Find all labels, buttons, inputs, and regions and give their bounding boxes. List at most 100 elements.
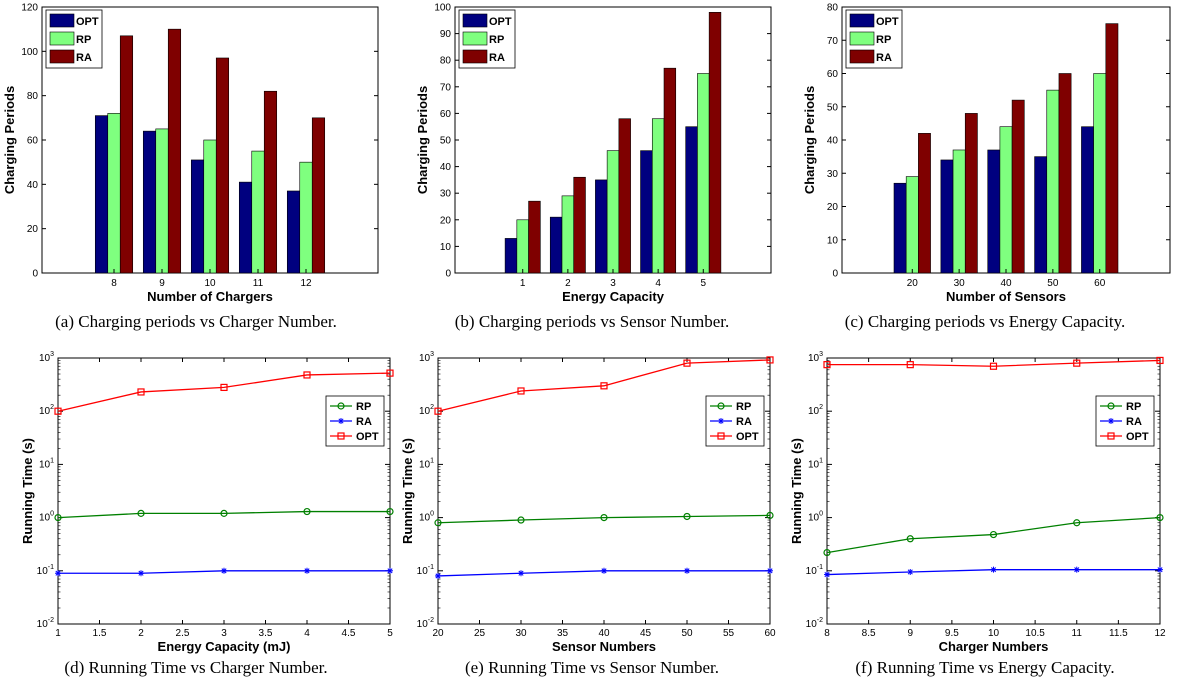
chart-b-legend-label-opt: OPT bbox=[489, 16, 512, 28]
chart-e-ytick-label: 10-1 bbox=[417, 564, 434, 577]
chart-c-xlabel: Number of Sensors bbox=[946, 289, 1066, 304]
chart-b-legend-label-ra: RA bbox=[489, 52, 505, 64]
chart-c-ytick-label: 60 bbox=[827, 69, 839, 80]
chart-c-ytick-label: 80 bbox=[827, 3, 839, 14]
chart-c-xtick-label: 60 bbox=[1094, 278, 1106, 289]
chart-c-bar-opt bbox=[893, 182, 907, 274]
chart-b-ytick-label: 60 bbox=[440, 109, 452, 120]
chart-f-ytick-label: 103 bbox=[808, 351, 823, 364]
chart-a-xtick-label: 11 bbox=[253, 278, 264, 289]
chart-f-legend-marker-ra-arm bbox=[1108, 418, 1114, 424]
chart-c-legend-label-rp: RP bbox=[876, 34, 891, 46]
chart-e-xtick-label: 25 bbox=[474, 628, 486, 639]
chart-d-point-rp bbox=[220, 509, 228, 517]
chart-b-bar-opt bbox=[595, 179, 608, 274]
chart-e-series-ra bbox=[435, 567, 773, 579]
chart-f-xlabel: Charger Numbers bbox=[939, 639, 1049, 654]
chart-d-series-opt bbox=[54, 369, 394, 415]
chart-a-legend-label-ra: RA bbox=[76, 52, 92, 64]
chart-f-point-ra-arm bbox=[907, 569, 913, 575]
chart-e-line-rp bbox=[437, 514, 771, 524]
chart-e-point-ra bbox=[684, 567, 690, 574]
chart-b-xtick-label: 2 bbox=[565, 278, 571, 289]
chart-a-bar-ra bbox=[215, 57, 230, 274]
chart-b-bar-ra bbox=[528, 200, 541, 274]
chart-d-ytick-label: 103 bbox=[39, 351, 54, 364]
chart-e-legend-marker-rp bbox=[717, 402, 725, 410]
chart-c-bar-opt bbox=[940, 159, 954, 274]
chart-d-xtick-label: 4 bbox=[304, 628, 310, 639]
chart-b-legend-swatch-rp bbox=[462, 31, 488, 46]
chart-b-bar-opt bbox=[549, 216, 563, 274]
chart-a-ytick-label: 100 bbox=[21, 47, 38, 58]
chart-f-point-opt bbox=[989, 362, 998, 370]
chart-f-legend-label-rp: RP bbox=[1126, 401, 1141, 413]
chart-e-point-rp bbox=[517, 516, 525, 524]
chart-b-bar-rp bbox=[697, 73, 710, 274]
chart-d-point-rp bbox=[54, 514, 62, 522]
chart-d-xtick-label: 1.5 bbox=[93, 628, 107, 639]
chart-f-xtick-label: 9 bbox=[907, 628, 913, 639]
chart-e-caption: (e) Running Time vs Sensor Number. bbox=[464, 658, 720, 677]
chart-e-point-ra-arm bbox=[601, 568, 607, 574]
chart-e-point-opt bbox=[434, 407, 442, 415]
chart-e-xtick-label: 55 bbox=[723, 628, 735, 639]
chart-panel-a: 0 20 40 60 80 100 120 8 9 10 11 12 Number of Charger… bbox=[0, 0, 392, 342]
chart-f-legend-marker-rp bbox=[1107, 402, 1115, 410]
chart-f-point-ra bbox=[907, 568, 914, 575]
chart-c-bar-opt bbox=[987, 149, 1001, 274]
chart-a-bar-opt bbox=[238, 181, 253, 274]
chart-d-xtick-label: 2 bbox=[138, 628, 144, 639]
chart-f-xtick-label: 9.5 bbox=[945, 628, 959, 639]
chart-b-ytick-label: 100 bbox=[434, 3, 451, 14]
chart-d-point-ra-arm bbox=[304, 568, 310, 574]
chart-e-legend-marker-opt bbox=[717, 432, 725, 440]
chart-a-ytick-label: 80 bbox=[27, 91, 39, 102]
chart-c-ytick-label: 30 bbox=[827, 169, 839, 180]
chart-c-legend-swatch-rp bbox=[849, 31, 875, 46]
chart-f-ylabel: Running Time (s) bbox=[789, 438, 804, 544]
chart-a-bar-rp bbox=[155, 128, 169, 274]
chart-d-series-rp bbox=[54, 507, 394, 522]
chart-d-ytick-label: 101 bbox=[39, 457, 54, 470]
chart-b-ytick-label: 20 bbox=[440, 215, 452, 226]
chart-c-bar-ra bbox=[1011, 99, 1025, 274]
chart-e-point-ra bbox=[767, 567, 773, 574]
chart-e-series-opt bbox=[434, 356, 774, 415]
chart-e-point-ra-arm bbox=[435, 573, 441, 579]
chart-c-legend-label-opt: OPT bbox=[876, 16, 899, 28]
chart-c-bar-rp bbox=[999, 126, 1013, 274]
chart-e-point-rp bbox=[683, 512, 691, 521]
chart-a-bar-ra bbox=[119, 35, 134, 274]
chart-e-xtick-label: 50 bbox=[681, 628, 693, 639]
chart-d-legend-marker-ra bbox=[338, 418, 344, 424]
chart-c-bar-rp bbox=[905, 176, 919, 274]
chart-e-legend-marker-ra-arm bbox=[718, 418, 724, 424]
chart-f-legend-label-ra: RA bbox=[1126, 416, 1142, 428]
chart-e-xtick-label: 60 bbox=[764, 628, 776, 639]
chart-e-xtick-label: 20 bbox=[432, 628, 444, 639]
chart-f-point-rp bbox=[989, 530, 998, 539]
chart-f-point-opt bbox=[1156, 356, 1164, 365]
chart-c-legend: OPT RP RA bbox=[845, 9, 903, 69]
chart-b-bar-ra bbox=[663, 67, 677, 274]
chart-c-svg: 0 10 20 30 40 50 60 70 80 20 30 40 50 60 Number of Sen… bbox=[802, 3, 1171, 304]
chart-d-xtick-label: 4.5 bbox=[342, 628, 356, 639]
chart-f-svg: 10-2 10-1 100 101 102 103 8 8.5 9 9.5 10 10.5 11 11.5… bbox=[789, 351, 1166, 654]
chart-d-legend: RP RA OPT bbox=[325, 395, 385, 447]
chart-d-xtick-label: 3 bbox=[221, 628, 227, 639]
chart-f-point-opt bbox=[823, 361, 831, 369]
chart-e-point-ra-arm bbox=[767, 568, 773, 574]
chart-a-bar-opt bbox=[142, 130, 157, 274]
chart-e-legend-label-rp: RP bbox=[736, 401, 751, 413]
chart-f-point-opt bbox=[906, 361, 914, 369]
chart-e-ytick-label: 100 bbox=[419, 511, 434, 524]
chart-f-series-opt bbox=[823, 356, 1164, 370]
chart-f-ytick-label: 10-1 bbox=[806, 564, 823, 577]
chart-a-legend-label-opt: OPT bbox=[76, 16, 99, 28]
chart-b-ytick-label: 10 bbox=[440, 242, 452, 253]
chart-f-xtick-label: 10 bbox=[988, 628, 1000, 639]
chart-a-ytick-label: 0 bbox=[32, 269, 38, 280]
chart-panel-f: 10-2 10-1 100 101 102 103 8 8.5 9 9.5 10 10.5 11 11.5… bbox=[789, 345, 1178, 685]
chart-a-ytick-label: 20 bbox=[27, 224, 39, 235]
